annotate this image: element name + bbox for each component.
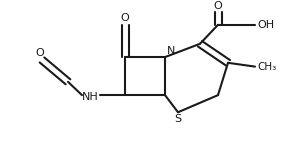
Text: OH: OH xyxy=(257,20,274,30)
Text: O: O xyxy=(36,48,44,58)
Text: CH₃: CH₃ xyxy=(257,62,276,72)
Text: O: O xyxy=(121,13,129,23)
Text: NH: NH xyxy=(82,92,99,102)
Text: S: S xyxy=(174,114,182,124)
Text: N: N xyxy=(167,46,175,56)
Text: O: O xyxy=(214,0,222,11)
